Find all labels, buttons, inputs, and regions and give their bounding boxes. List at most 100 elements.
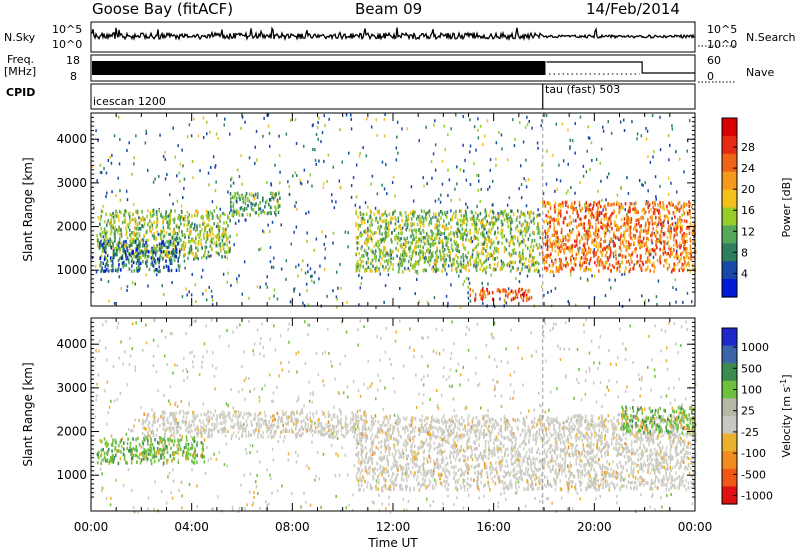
power-feature-5-cell <box>545 239 548 244</box>
power-speckle <box>110 161 113 165</box>
power-feature-3-cell <box>423 268 426 272</box>
power-speckle <box>205 298 208 302</box>
power-speckle <box>396 120 399 124</box>
power-speckle <box>267 223 269 227</box>
power-speckle <box>435 215 437 219</box>
power-speckle <box>338 179 341 183</box>
power-feature-3-cell <box>418 218 420 222</box>
power-feature-5-cell <box>650 208 652 212</box>
power-feature-5-cell <box>572 204 575 209</box>
power-feature-5-cell <box>634 250 637 254</box>
power-speckle <box>522 140 525 144</box>
power-feature-5-cell <box>616 200 618 204</box>
power-feature-0-cell <box>217 233 219 237</box>
power-feature-3-cell <box>400 228 403 233</box>
velocity-speckle <box>668 387 670 390</box>
power-speckle <box>693 171 696 175</box>
power-speckle <box>648 298 650 302</box>
power-feature-0-cell <box>108 243 110 247</box>
power-feature-3-cell <box>481 221 483 225</box>
freq-unit: [MHz] <box>4 65 37 78</box>
power-feature-1-cell <box>112 261 114 265</box>
power-feature-5-cell <box>668 265 671 269</box>
velocity-speckle <box>154 480 156 484</box>
velocity-speckle <box>125 432 128 436</box>
power-speckle <box>667 192 670 196</box>
power-feature-1-cell <box>138 240 140 244</box>
velocity-speckle <box>335 452 337 456</box>
power-feature-5-cell <box>595 244 598 248</box>
velocity-speckle <box>305 500 307 504</box>
power-feature-4-cell <box>514 289 517 294</box>
power-speckle <box>499 297 501 301</box>
power-feature-3-cell <box>370 248 372 252</box>
power-feature-5-cell <box>585 260 587 265</box>
power-speckle <box>212 155 215 159</box>
power-feature-5-cell <box>577 213 580 218</box>
power-speckle <box>541 119 543 123</box>
power-speckle <box>226 243 228 247</box>
power-feature-3-cell <box>399 227 402 231</box>
power-feature-5-cell <box>572 210 574 215</box>
power-feature-0-cell <box>140 238 142 242</box>
power-feature-5-cell <box>627 220 629 224</box>
power-feature-1-cell <box>147 250 150 254</box>
power-feature-3-cell <box>513 247 516 252</box>
power-feature-5-cell <box>686 210 689 214</box>
power-feature-5-cell <box>683 239 685 243</box>
velocity-speckle <box>106 358 108 362</box>
power-feature-3-cell <box>422 230 425 234</box>
power-feature-1-cell <box>138 242 140 246</box>
power-feature-0-cell <box>223 221 225 225</box>
power-feature-0-cell <box>190 247 193 251</box>
power-feature-3-cell <box>506 263 509 267</box>
power-feature-5-cell <box>633 241 635 245</box>
power-feature-5-cell <box>629 218 631 222</box>
power-feature-3-cell <box>371 223 373 227</box>
power-speckle <box>318 277 320 281</box>
power-feature-3-cell <box>403 254 406 259</box>
power-feature-3-cell <box>434 241 437 246</box>
power-feature-3-cell <box>414 263 416 267</box>
power-feature-5-cell <box>680 266 683 270</box>
power-speckle <box>233 243 235 247</box>
power-feature-3-cell <box>463 245 465 250</box>
power-speckle <box>163 215 165 219</box>
power-feature-1-cell <box>111 259 114 263</box>
power-feature-5-cell <box>689 251 691 256</box>
velocity-speckle <box>485 343 488 347</box>
power-speckle <box>481 281 483 285</box>
velocity-speckle <box>172 468 174 472</box>
power-feature-3-cell <box>391 216 394 221</box>
power-speckle <box>462 115 464 118</box>
velocity-speckle <box>107 411 110 415</box>
power-speckle <box>550 289 552 293</box>
power-feature-0-cell <box>224 242 227 246</box>
power-speckle <box>270 182 272 186</box>
power-feature-5-cell <box>560 209 562 213</box>
power-feature-3-cell <box>532 211 535 215</box>
power-feature-5-cell <box>541 237 544 241</box>
power-feature-5-cell <box>612 211 614 215</box>
power-feature-0-cell <box>199 230 201 234</box>
power-feature-1-cell <box>169 258 171 262</box>
velocity-speckle <box>632 361 634 364</box>
power-speckle <box>215 225 218 228</box>
velocity-speckle <box>230 437 232 441</box>
velocity-speckle <box>679 407 681 411</box>
power-feature-0-cell <box>213 241 215 245</box>
power-feature-3-cell <box>469 258 471 262</box>
power-feature-5-cell <box>680 220 682 224</box>
power-feature-3-cell <box>442 242 444 246</box>
power-speckle <box>526 123 529 127</box>
power-feature-3-cell <box>475 245 477 249</box>
velocity-speckle <box>455 369 458 373</box>
power-speckle <box>506 203 509 207</box>
power-feature-3-cell <box>481 246 484 251</box>
power-feature-0-cell <box>138 221 141 225</box>
power-feature-3-cell <box>390 221 392 225</box>
power-feature-0-cell <box>197 248 199 252</box>
power-feature-3-cell <box>401 245 403 249</box>
power-feature-5-cell <box>589 222 592 226</box>
velocity-speckle <box>402 364 405 368</box>
